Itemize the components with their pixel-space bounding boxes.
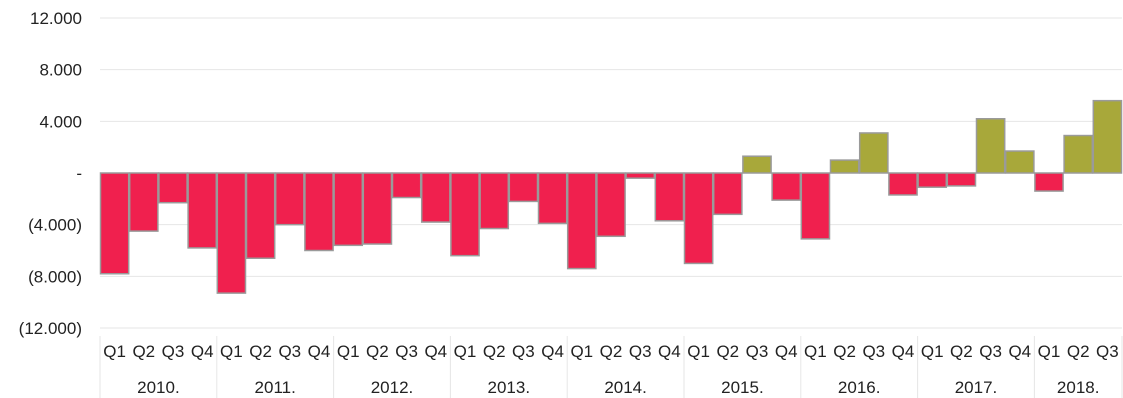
- x-tick-label: Q3: [395, 342, 418, 361]
- y-tick-label: 4.000: [39, 112, 82, 131]
- bar: [450, 172, 480, 257]
- x-axis-year-labels: 2010. 2011. 2012. 2013. 2014. 2015. 2016. 2017.…: [99, 336, 1123, 398]
- x-tick-label: Q3: [162, 342, 185, 361]
- year-label: 2010.: [137, 378, 180, 397]
- bar: [479, 172, 510, 230]
- x-tick-label: Q2: [132, 342, 155, 361]
- x-tick-label: Q4: [658, 342, 681, 361]
- bar: [508, 172, 539, 203]
- bar: [1034, 172, 1064, 192]
- x-tick-label: Q3: [278, 342, 301, 361]
- x-tick-label: Q1: [687, 342, 710, 361]
- y-tick-label: (4.000): [28, 216, 82, 235]
- bar: [362, 172, 393, 245]
- x-tick-label: Q4: [191, 342, 214, 361]
- x-tick-label: Q2: [249, 342, 272, 361]
- bar: [829, 159, 860, 174]
- x-tick-label: Q2: [600, 342, 623, 361]
- x-tick-label: Q2: [950, 342, 973, 361]
- bar: [216, 172, 247, 294]
- bar: [304, 172, 334, 252]
- bars: [99, 99, 1123, 294]
- x-axis-quarter-labels: Q1 Q2 Q3 Q4 Q1 Q2 Q3 Q4 Q1 Q2 Q3 Q4 Q1 Q2 Q3 Q4 Q1 Q2 Q3 Q4…: [103, 342, 1118, 361]
- year-label: 2012.: [371, 378, 414, 397]
- x-tick-label: Q2: [483, 342, 506, 361]
- bar: [975, 118, 1006, 174]
- x-tick-label: Q1: [570, 342, 593, 361]
- bar: [333, 172, 364, 247]
- bar: [742, 155, 772, 174]
- year-label: 2011.: [255, 378, 296, 397]
- bar: [274, 172, 305, 226]
- bar: [391, 172, 422, 199]
- bar: [625, 172, 656, 179]
- x-tick-label: Q3: [629, 342, 652, 361]
- x-tick-label: Q2: [716, 342, 739, 361]
- bar: [858, 132, 889, 174]
- y-axis-tick-labels: 12.000 8.000 4.000 - (4.000) (8.000) (12.000): [19, 9, 82, 338]
- bar: [1092, 99, 1123, 174]
- year-label: 2014.: [604, 378, 647, 397]
- bar: [537, 172, 568, 225]
- x-tick-label: Q2: [1067, 342, 1090, 361]
- y-tick-label: (8.000): [28, 267, 82, 286]
- x-tick-label: Q1: [804, 342, 827, 361]
- year-label: 2018.: [1057, 378, 1100, 397]
- bar: [654, 172, 685, 222]
- year-label: 2016.: [838, 378, 881, 397]
- y-tick-label: -: [76, 164, 82, 183]
- x-tick-label: Q3: [1096, 342, 1119, 361]
- x-tick-label: Q1: [103, 342, 126, 361]
- x-tick-label: Q1: [220, 342, 243, 361]
- x-tick-label: Q3: [512, 342, 535, 361]
- x-tick-label: Q4: [308, 342, 331, 361]
- x-tick-label: Q4: [775, 342, 798, 361]
- year-label: 2013.: [488, 378, 531, 397]
- y-tick-label: 12.000: [30, 9, 82, 28]
- bar: [245, 172, 276, 259]
- x-tick-label: Q1: [337, 342, 360, 361]
- x-tick-label: Q4: [892, 342, 915, 361]
- x-tick-label: Q1: [454, 342, 477, 361]
- bar: [596, 172, 626, 238]
- bar: [712, 172, 743, 216]
- x-tick-label: Q3: [746, 342, 769, 361]
- bar: [566, 172, 597, 270]
- bar: [771, 172, 802, 201]
- x-tick-label: Q4: [424, 342, 447, 361]
- y-tick-label: (12.000): [19, 319, 82, 338]
- bar: [800, 172, 831, 240]
- x-tick-label: Q1: [1038, 342, 1061, 361]
- x-tick-label: Q3: [862, 342, 885, 361]
- x-tick-label: Q1: [921, 342, 944, 361]
- x-tick-label: Q4: [541, 342, 564, 361]
- x-tick-label: Q3: [979, 342, 1002, 361]
- bar: [420, 172, 451, 223]
- bar: [946, 172, 977, 187]
- bar: [1004, 150, 1035, 174]
- x-tick-label: Q4: [1008, 342, 1031, 361]
- y-tick-label: 8.000: [39, 61, 82, 80]
- bar: [917, 172, 948, 188]
- x-tick-label: Q2: [833, 342, 856, 361]
- x-tick-label: Q2: [366, 342, 389, 361]
- year-label: 2017.: [955, 378, 998, 397]
- bar: [128, 172, 159, 232]
- bar: [99, 172, 130, 275]
- bar: [158, 172, 188, 204]
- year-label: 2015.: [721, 378, 764, 397]
- bar: [1063, 134, 1094, 174]
- bar: [683, 172, 714, 265]
- bar: [888, 172, 918, 196]
- bar: [187, 172, 218, 249]
